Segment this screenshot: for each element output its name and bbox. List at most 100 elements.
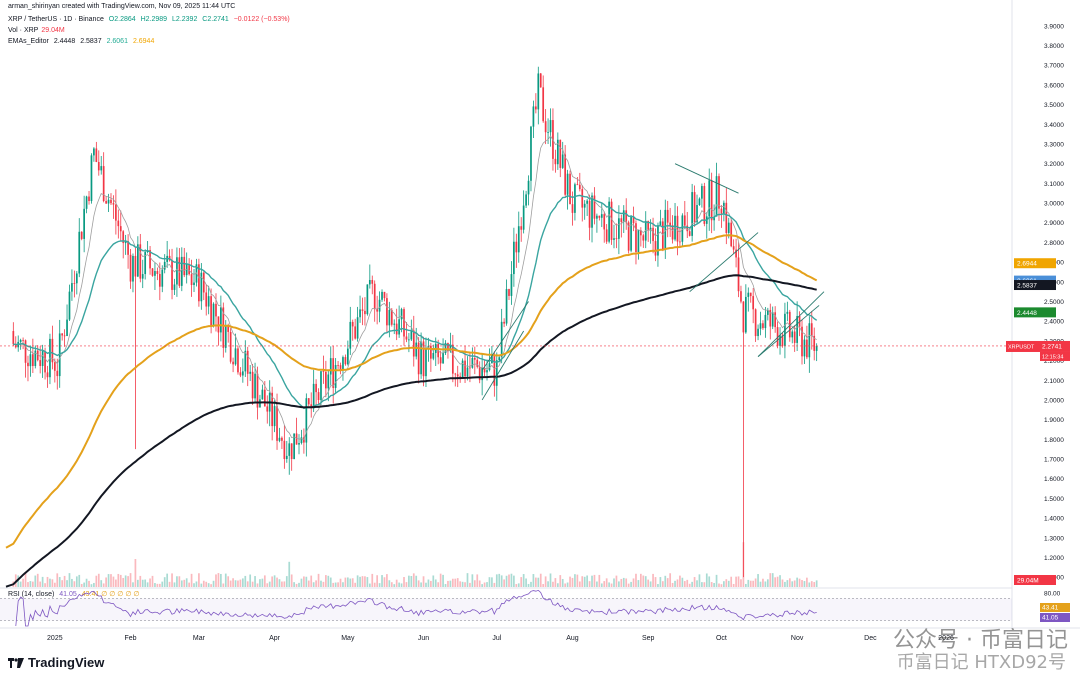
candle-body [136,244,139,277]
volume-bar [686,579,689,587]
volume-bar [600,583,603,587]
volume-bar [495,574,498,587]
y-tick-label: 2.1000 [1044,378,1064,385]
volume-bar [381,575,383,587]
candle-body [632,217,635,224]
volume-bar [115,579,117,587]
candle-body [361,309,364,311]
volume-bar [364,576,366,587]
volume-bar [178,576,181,587]
candle-body [276,406,278,441]
candle-body [156,271,159,274]
volume-bar [307,580,310,587]
volume-bar [405,582,408,587]
candle-body [710,180,713,221]
volume-bar [66,580,68,587]
candle-body [505,289,508,324]
candle-body [317,392,320,401]
candle-body [737,257,740,292]
candle-body [41,351,44,366]
candle-body [124,241,127,244]
candle-body [100,166,103,171]
candle-body [171,260,173,290]
ema-badge: 2.5837 [1017,283,1037,290]
candle-body [647,220,650,230]
candle-body [273,406,276,427]
volume-bar [720,584,723,587]
volume-bar [649,581,652,587]
volume-bar [581,576,584,587]
change-value: −0.0122 (−0.53%) [233,16,290,23]
volume-bar [779,575,781,587]
candle-body [688,231,691,236]
volume-bar [630,581,632,587]
volume-bar [491,577,493,587]
volume-bar [576,574,579,587]
candle-body [383,291,386,299]
x-tick-label: Apr [269,635,281,642]
candle-body [620,218,623,222]
x-tick-label: May [341,635,355,642]
volume-bar [515,584,518,587]
candle-body [256,373,259,408]
candle-body [642,235,645,241]
candle-body [618,218,620,239]
candle-body [696,205,698,223]
candle-body [744,296,747,333]
volume-bar [285,576,288,587]
volume-bar [359,576,361,587]
volume-bar [593,574,596,587]
volume-bar [635,573,637,587]
volume-bar [278,579,281,587]
candle-body [493,355,496,386]
candle-body [415,342,418,357]
volume-bar [361,576,364,587]
candle-body [725,202,728,233]
rsi-badge: 43.41 [1042,605,1059,612]
volume-bar [237,580,239,587]
candle-body [234,348,237,365]
volume-bar [664,575,667,587]
candle-body [586,200,588,204]
candle-body [93,148,95,156]
volume-bar [510,573,513,587]
candle-body [681,215,684,242]
volume-bar [95,575,98,587]
volume-bar [325,575,327,587]
open-value: O2.2864 [108,16,136,23]
volume-bar [434,579,437,587]
volume-bar [444,584,447,587]
volume-bar [639,573,642,587]
volume-bar [156,583,159,587]
candle-body [217,316,220,333]
candle-body [198,264,200,302]
y-tick-label: 2.2000 [1044,358,1064,365]
y-tick-label: 1.9000 [1044,417,1064,424]
candle-body [46,372,49,378]
volume-bar [527,583,530,587]
candle-body [295,433,298,445]
x-tick-label: Aug [566,635,579,642]
candle-body [285,455,288,460]
candle-body [803,339,806,357]
ema3-value: 2.6061 [106,38,128,45]
volume-bar [683,581,686,587]
candle-body [806,339,808,358]
volume-bar [310,575,313,587]
byline: arman_shirinyan created with TradingView… [8,3,236,10]
candle-body [720,208,723,214]
volume-bar [90,584,93,587]
high-value: H2.2989 [140,16,168,23]
candle-body [515,241,518,253]
close-value: C2.2741 [202,16,229,23]
candle-body [532,106,535,127]
candle-body [615,238,618,240]
volume-bar [725,579,728,587]
volume-bar [346,577,349,587]
volume-bar [22,578,24,587]
volume-bar [312,582,315,587]
volume-bar [801,580,803,587]
volume-bar [430,580,432,587]
candle-body [735,249,737,258]
